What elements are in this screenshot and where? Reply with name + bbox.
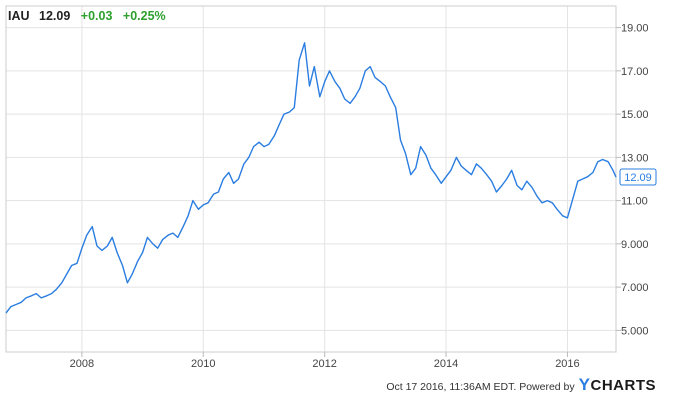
plot-border bbox=[5, 5, 617, 353]
x-tick-label: 2016 bbox=[555, 358, 579, 370]
y-axis-ticks: 5.000 7.000 9.000 11.00 13.00 15.00 17.00 19.00 bbox=[616, 23, 649, 337]
chart-footer: Oct 17 2016, 11:36AM EDT. Powered by YCH… bbox=[386, 375, 656, 395]
x-tick-label: 2010 bbox=[191, 358, 215, 370]
logo-text: CHARTS bbox=[590, 377, 656, 394]
horizontal-gridlines bbox=[6, 27, 616, 331]
last-price: 12.09 bbox=[39, 9, 71, 23]
last-value-marker: 12.09 bbox=[619, 168, 657, 186]
y-tick-label: 5.000 bbox=[621, 325, 649, 337]
x-tick-label: 2014 bbox=[434, 358, 458, 370]
quote-header: IAU 12.09 +0.03 +0.25% bbox=[8, 9, 166, 23]
y-tick-label: 19.00 bbox=[621, 23, 649, 35]
y-tick-label: 9.000 bbox=[621, 239, 649, 251]
x-tick-label: 2012 bbox=[312, 358, 336, 370]
logo-mark: Y bbox=[578, 375, 591, 394]
y-tick-label: 11.00 bbox=[621, 196, 648, 208]
ycharts-logo[interactable]: YCHARTS bbox=[579, 375, 656, 395]
y-tick-label: 13.00 bbox=[621, 152, 649, 164]
y-tick-label: 7.000 bbox=[621, 282, 649, 294]
x-axis-ticks: 2008 2010 2012 2014 2016 bbox=[70, 352, 580, 370]
vertical-gridlines bbox=[81, 6, 568, 352]
price-series-line bbox=[5, 42, 617, 314]
y-tick-label: 15.00 bbox=[621, 109, 649, 121]
ticker-symbol: IAU bbox=[8, 9, 30, 23]
price-change-percent: +0.25% bbox=[122, 9, 166, 23]
timestamp: Oct 17 2016, 11:36AM EDT. bbox=[386, 381, 517, 393]
last-value-box bbox=[619, 168, 657, 186]
last-value-label: 12.09 bbox=[624, 172, 652, 184]
price-change: +0.03 bbox=[80, 9, 113, 23]
y-tick-label: 17.00 bbox=[621, 66, 649, 78]
powered-by-text: Powered by bbox=[519, 381, 575, 393]
x-tick-label: 2008 bbox=[70, 358, 94, 370]
